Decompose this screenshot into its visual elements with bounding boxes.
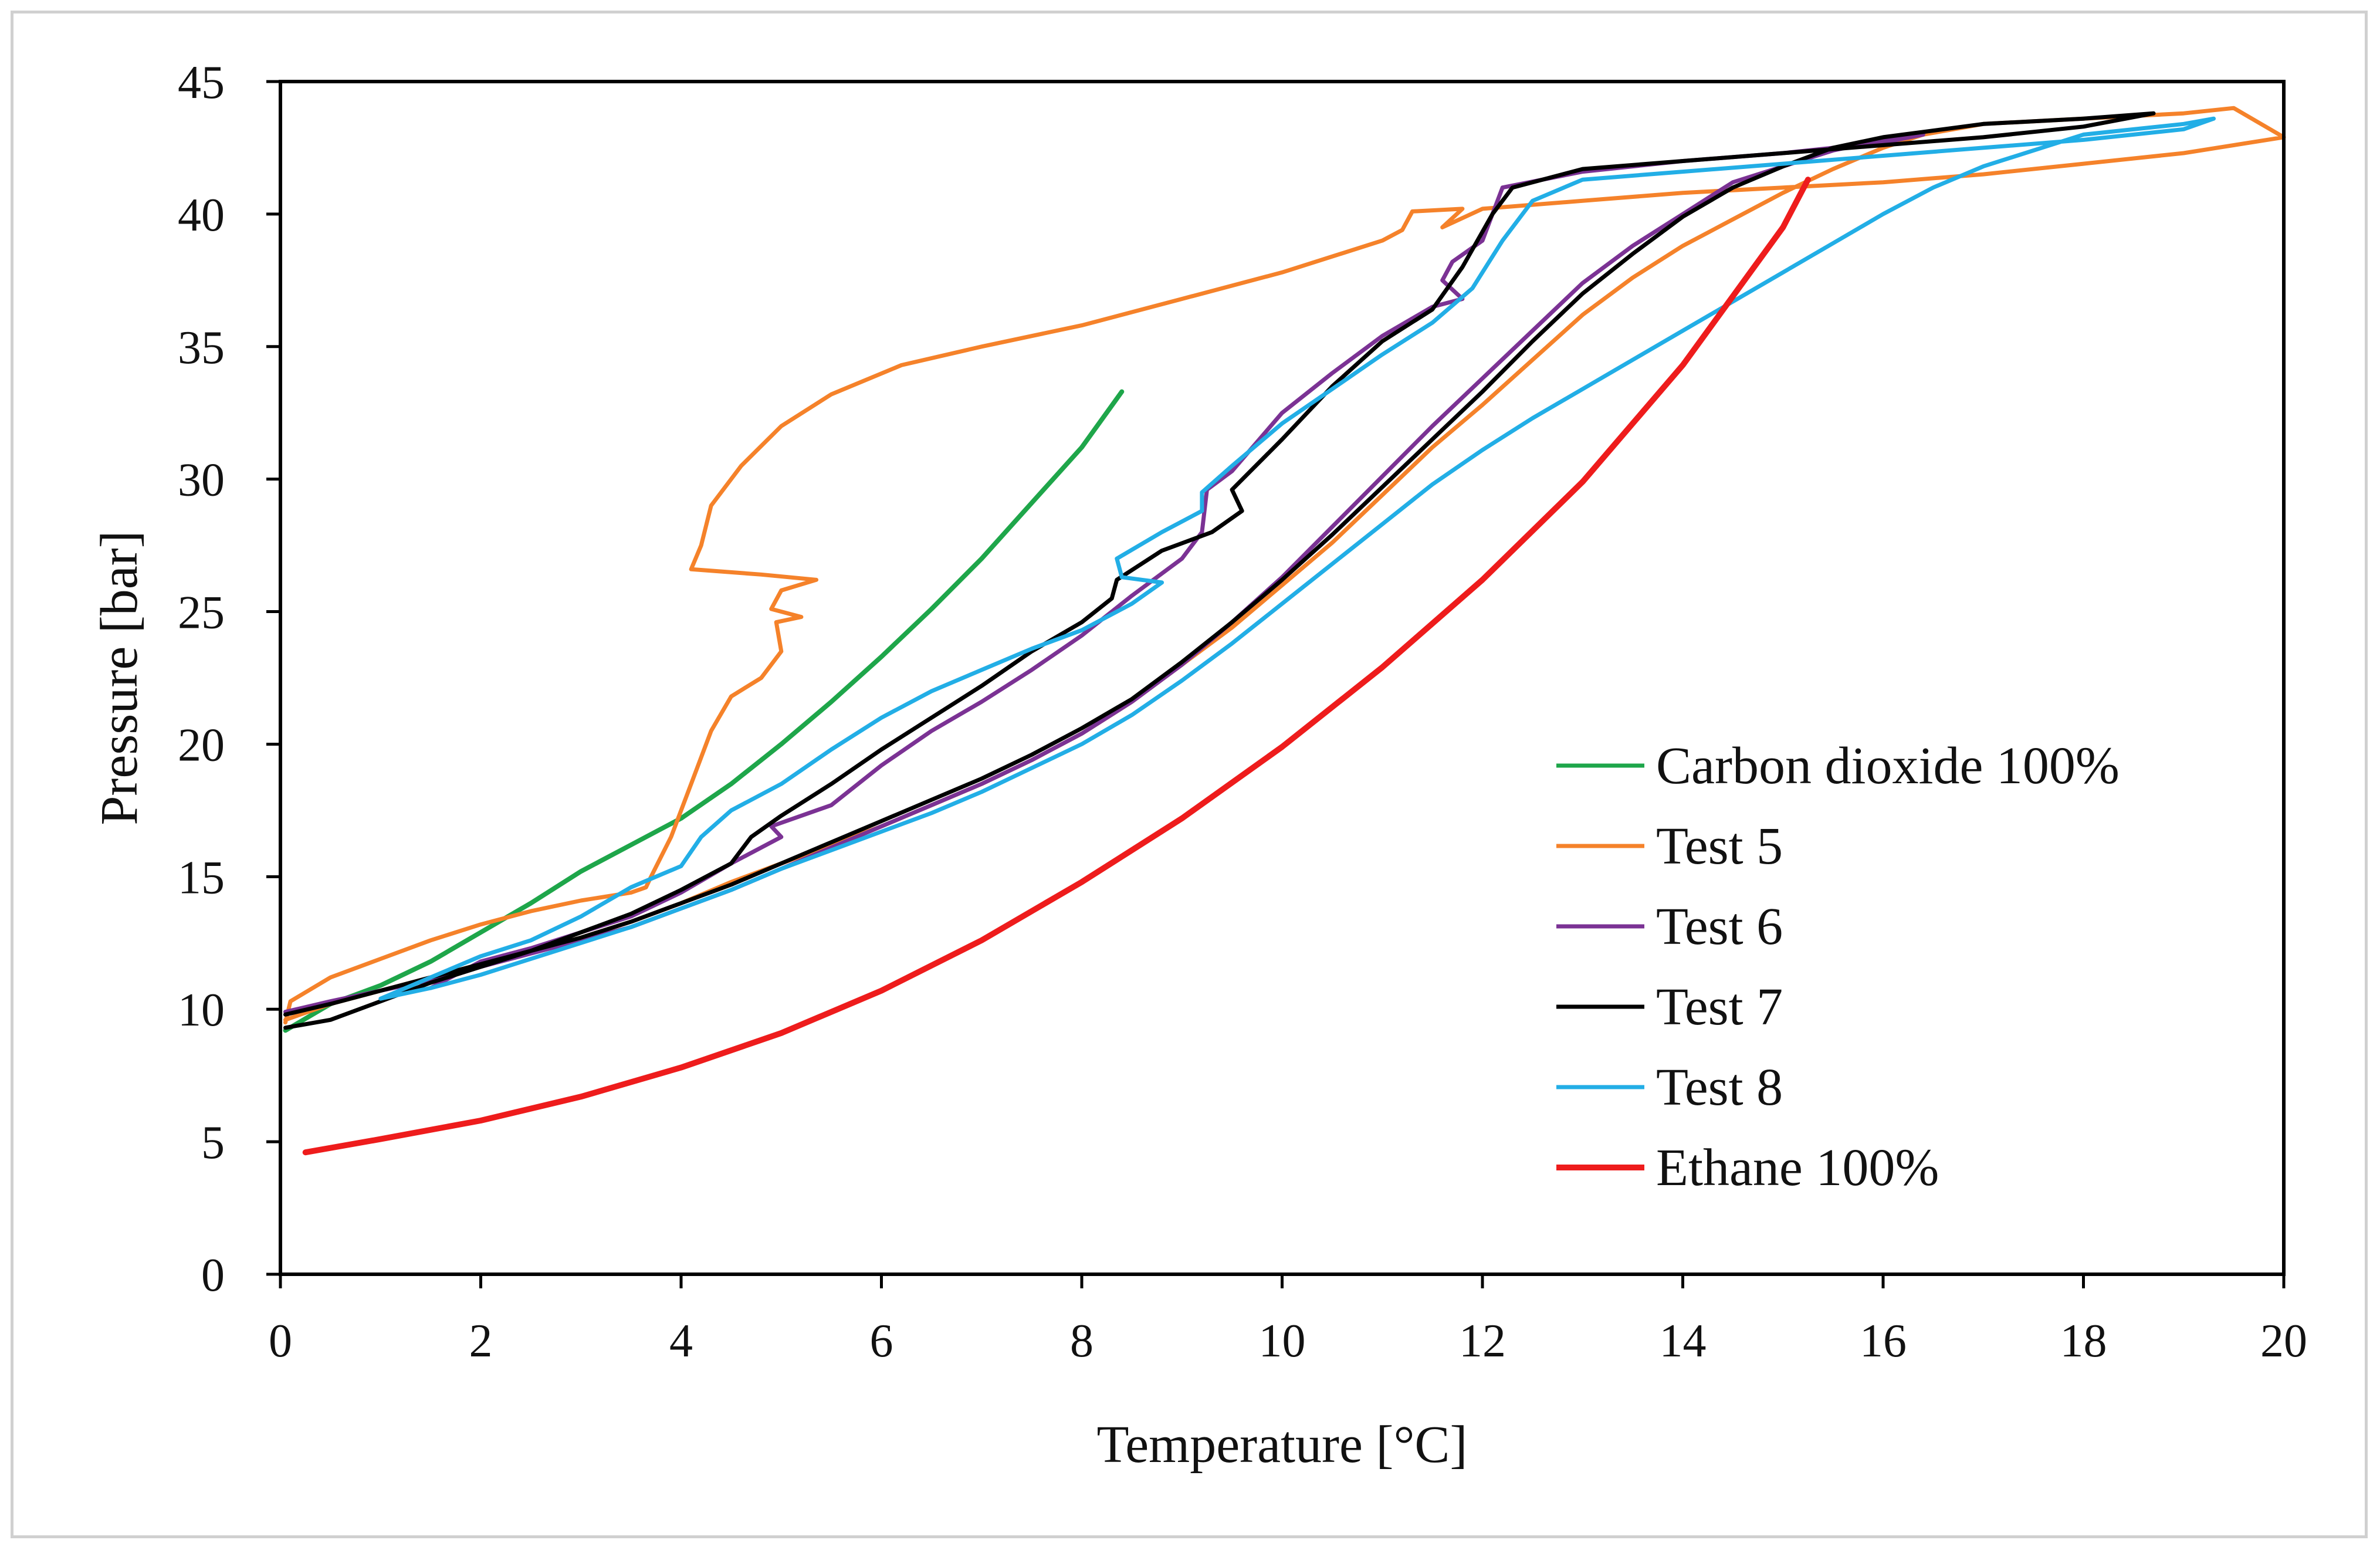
y-tick-label: 15 [178, 852, 225, 903]
x-tick-label: 2 [469, 1315, 493, 1367]
chart-frame: 0 2 4 6 8 10 12 14 16 18 20 0 5 10 15 20 25 30 35 40 45 Temp… [11, 11, 2368, 1538]
y-axis-title: Pressure [bar] [90, 530, 148, 825]
chart: 0 2 4 6 8 10 12 14 16 18 20 0 5 10 15 20 25 30 35 40 45 Temp… [90, 57, 2307, 1474]
x-axis-title: Temperature [°C] [1097, 1416, 1468, 1474]
series-line-test-7 [283, 111, 2156, 1030]
y-tick-label: 25 [178, 587, 225, 639]
series-line-carbon-dioxide-100 [283, 389, 1125, 1033]
series-line-test-8 [378, 116, 2216, 1001]
y-tick-label: 20 [178, 719, 225, 771]
y-tick-label: 10 [178, 984, 225, 1036]
y-tick-label: 5 [201, 1117, 225, 1169]
legend-label-test-7: Test 7 [1656, 978, 1783, 1036]
x-tick-label: 6 [870, 1315, 893, 1367]
series-line-test-5 [283, 106, 2286, 1025]
x-tick-label: 20 [2260, 1315, 2307, 1367]
legend: Carbon dioxide 100% Test 5 Test 6 Test 7 Tes… [1556, 737, 2120, 1197]
y-tick-label: 35 [178, 322, 225, 374]
x-tick-label: 12 [1459, 1315, 1506, 1367]
series-line-ethane-100 [302, 177, 1811, 1156]
legend-label-test-8: Test 8 [1656, 1058, 1783, 1116]
legend-label-test-6: Test 6 [1656, 898, 1783, 956]
legend-label-test-5: Test 5 [1656, 817, 1783, 875]
series-layer [283, 106, 2286, 1156]
y-tick-label: 40 [178, 189, 225, 241]
axis-layer: 0 2 4 6 8 10 12 14 16 18 20 0 5 10 15 20 25 30 35 40 45 [178, 57, 2307, 1367]
y-tick-label: 30 [178, 455, 225, 506]
x-tick-label: 4 [669, 1315, 693, 1367]
x-tick-label: 10 [1259, 1315, 1306, 1367]
x-tick-label: 8 [1070, 1315, 1093, 1367]
x-tick-label: 18 [2060, 1315, 2107, 1367]
legend-label-carbon-dioxide-100: Carbon dioxide 100% [1656, 737, 2120, 795]
legend-label-ethane-100: Ethane 100% [1656, 1139, 1939, 1197]
y-tick-label: 0 [201, 1250, 225, 1301]
x-tick-label: 16 [1860, 1315, 1907, 1367]
series-line-test-6 [283, 132, 1925, 1014]
x-tick-label: 14 [1660, 1315, 1707, 1367]
x-tick-label: 0 [269, 1315, 292, 1367]
y-tick-label: 45 [178, 57, 225, 109]
